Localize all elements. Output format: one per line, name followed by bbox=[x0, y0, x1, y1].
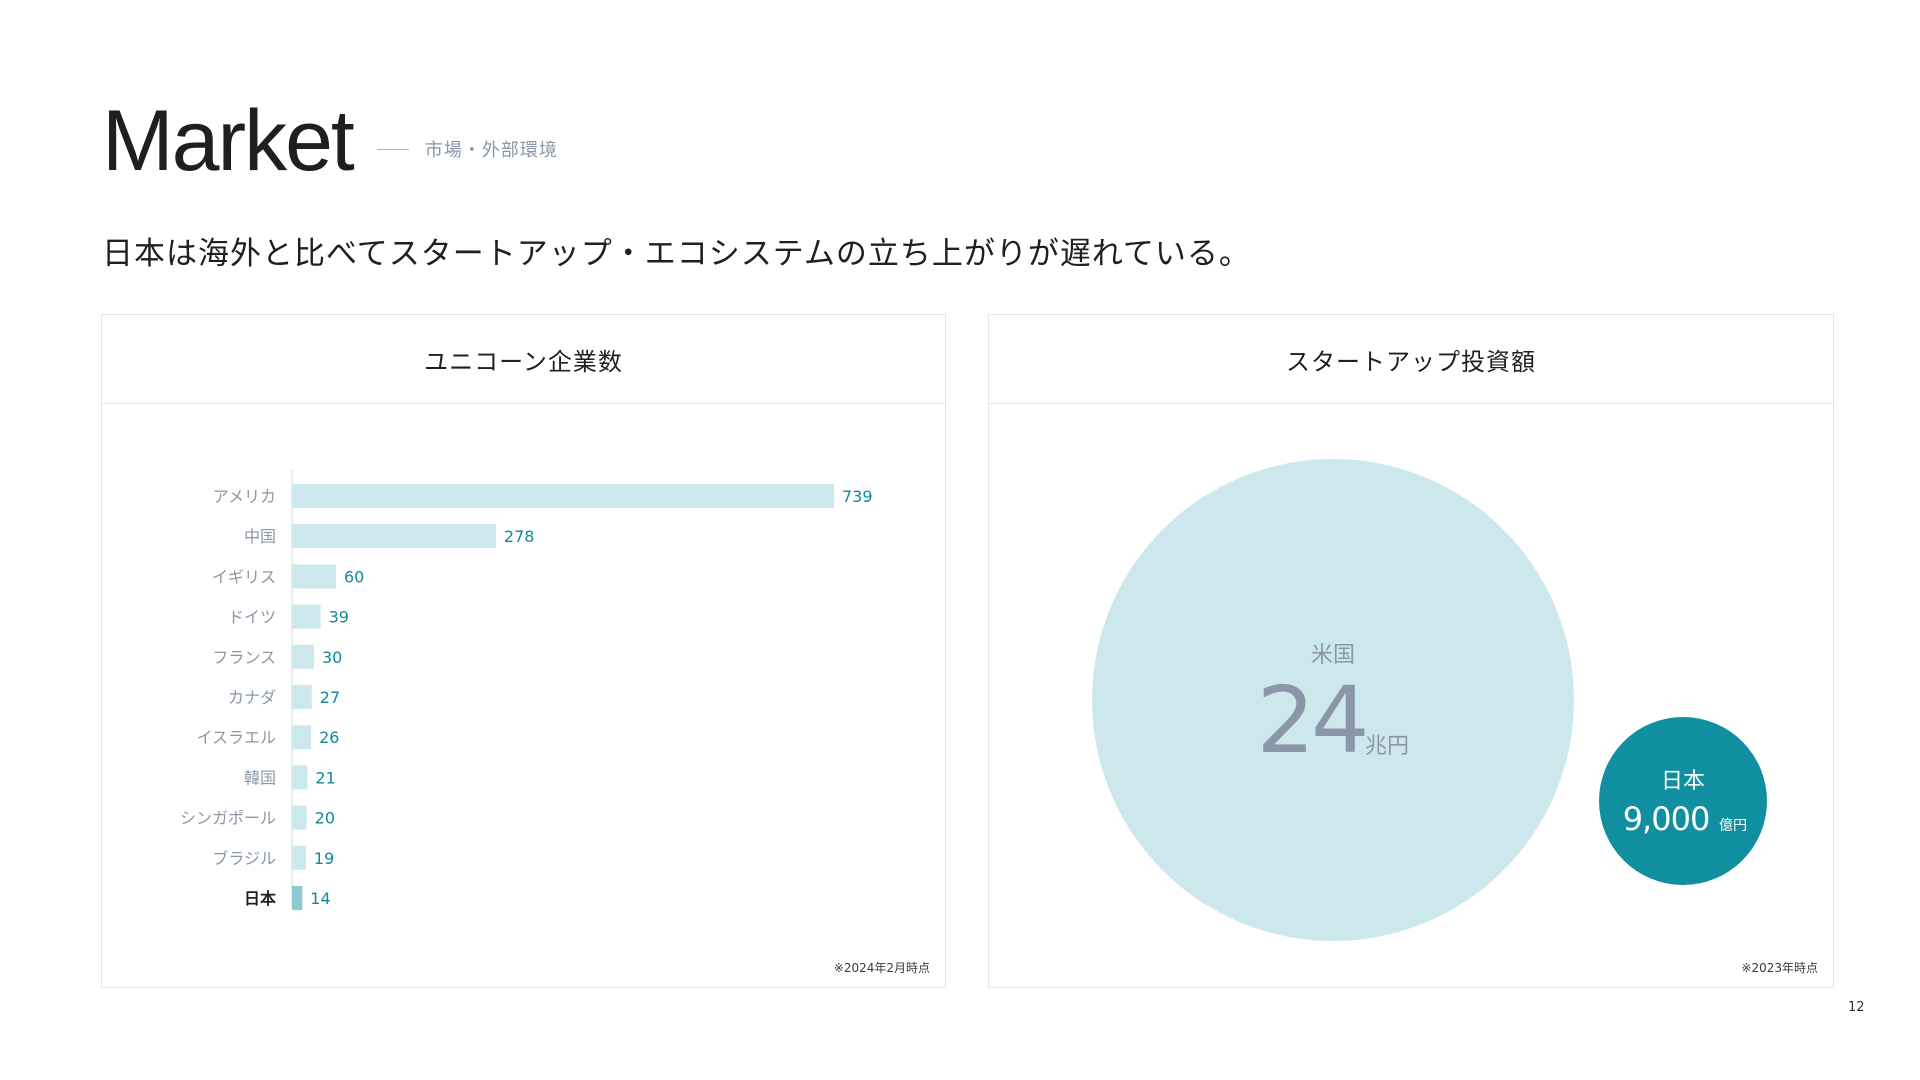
lead-text: 日本は海外と比べてスタートアップ・エコシステムの立ち上がりが遅れている。 bbox=[102, 236, 1251, 272]
japan-bubble-value: 9,000 bbox=[1623, 800, 1710, 838]
bar-1 bbox=[292, 484, 834, 508]
unicorn-chart-area: アメリカ 739 中国 278 イギリス 60 ドイツ 39 フランス 30 カナダ 27 イスラエル 2… bbox=[102, 404, 945, 988]
subtitle-group: 市場・外部環境 bbox=[376, 136, 558, 162]
unicorn-bar-chart: アメリカ 739 中国 278 イギリス 60 ドイツ 39 フランス 30 カナダ 27 イスラエル 2… bbox=[180, 470, 873, 910]
investment-panel-title: スタートアップ投資額 bbox=[989, 315, 1833, 404]
bar-category-label: カナダ bbox=[228, 688, 276, 707]
bar-10 bbox=[292, 845, 306, 870]
bar-category-label: 日本 bbox=[244, 889, 276, 908]
bar-category-label: ドイツ bbox=[228, 608, 276, 627]
japan-bubble bbox=[1599, 717, 1767, 885]
bar-9 bbox=[292, 805, 307, 830]
unicorn-note: ※2024年2月時点 bbox=[833, 961, 930, 975]
investment-chart-area: 米国 24 兆円日本 9,000 億円 ※2023年時点 bbox=[989, 404, 1833, 988]
bar-value-label: 39 bbox=[329, 608, 349, 627]
us-bubble-unit: 兆円 bbox=[1365, 734, 1409, 759]
bar-3 bbox=[292, 564, 337, 589]
bar-value-label: 19 bbox=[314, 849, 334, 868]
bar-value-label: 30 bbox=[322, 648, 342, 667]
bar-value-label: 739 bbox=[842, 487, 873, 506]
bar-6 bbox=[292, 685, 312, 709]
unicorn-panel: ユニコーン企業数 アメリカ 739 中国 278 イギリス 60 ドイツ 39 フランス 30 カナ… bbox=[101, 314, 946, 988]
japan-bubble-unit: 億円 bbox=[1719, 818, 1747, 834]
bar-category-label: 韓国 bbox=[244, 768, 276, 787]
bar-7 bbox=[292, 725, 312, 750]
us-bubble bbox=[1092, 459, 1574, 941]
bar-8 bbox=[292, 765, 308, 790]
page-subtitle: 市場・外部環境 bbox=[424, 140, 558, 161]
bar-5 bbox=[292, 644, 315, 669]
bar-value-label: 20 bbox=[315, 809, 335, 828]
bar-value-label: 14 bbox=[310, 889, 330, 908]
bar-category-label: イスラエル bbox=[196, 728, 276, 747]
bar-category-label: 中国 bbox=[244, 527, 276, 546]
bar-category-label: アメリカ bbox=[213, 487, 276, 506]
bar-2 bbox=[292, 524, 496, 549]
bar-value-label: 278 bbox=[504, 527, 535, 546]
subtitle-dash bbox=[376, 148, 409, 150]
page-number: 12 bbox=[1848, 1000, 1865, 1015]
bar-category-label: イギリス bbox=[212, 567, 276, 586]
page-title: Market bbox=[102, 93, 355, 189]
us-bubble-value: 24 bbox=[1256, 667, 1365, 774]
bar-11 bbox=[292, 886, 303, 910]
investment-panel: スタートアップ投資額 米国 24 兆円日本 9,000 億円 ※2023年時点 bbox=[988, 314, 1834, 988]
bar-value-label: 27 bbox=[320, 688, 340, 707]
unicorn-panel-title: ユニコーン企業数 bbox=[102, 315, 945, 404]
bar-value-label: 60 bbox=[344, 567, 364, 586]
page-header: Market 市場・外部環境 bbox=[102, 98, 558, 184]
bar-value-label: 21 bbox=[315, 768, 335, 787]
bar-value-label: 26 bbox=[319, 728, 339, 747]
bar-4 bbox=[292, 604, 321, 629]
japan-bubble-label: 日本 bbox=[1661, 769, 1705, 794]
bar-category-label: シンガポール bbox=[180, 809, 276, 828]
bar-category-label: フランス bbox=[212, 648, 276, 667]
us-bubble-label: 米国 bbox=[1311, 643, 1355, 668]
bar-category-label: ブラジル bbox=[212, 849, 276, 868]
investment-note: ※2023年時点 bbox=[1741, 961, 1818, 975]
